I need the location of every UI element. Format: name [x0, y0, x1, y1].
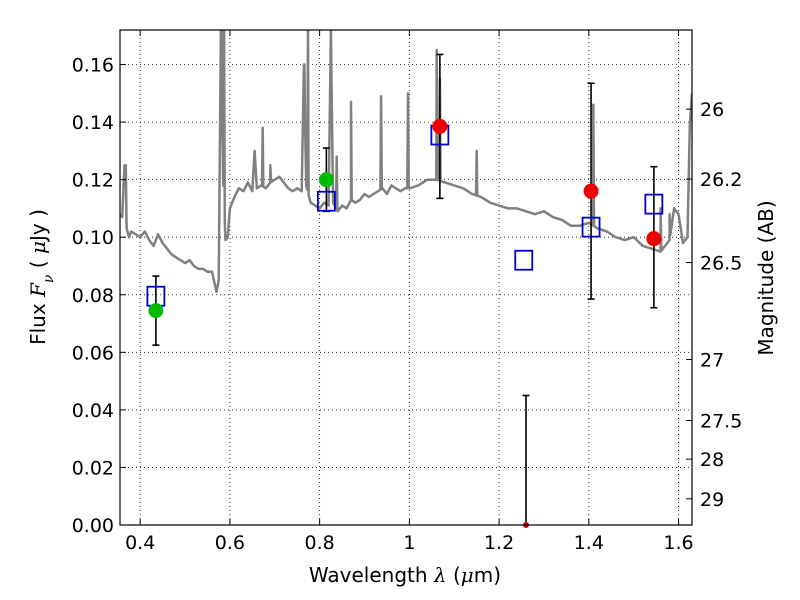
model-point-square	[581, 216, 601, 238]
right-tick-label: 26.5	[700, 253, 742, 275]
model-points-layer	[146, 124, 664, 307]
model-point-square	[514, 249, 534, 271]
right-tick-label: 29	[700, 489, 724, 511]
y-tick-label: 0.00	[72, 515, 114, 537]
observed-point	[318, 172, 334, 188]
y-axis-label: Flux Fν ( μJy )	[26, 209, 57, 345]
x-tick-label: 0.8	[305, 532, 335, 554]
y-tick-label: 0.14	[72, 112, 114, 134]
x-tick-label: 1.2	[484, 532, 514, 554]
right-tick-label: 26.2	[700, 169, 742, 191]
y-tick-label: 0.12	[72, 170, 114, 192]
x-tick-label: 0.4	[125, 532, 155, 554]
y-tick-label: 0.08	[72, 285, 114, 307]
y-tick-label: 0.04	[72, 400, 114, 422]
observed-point	[583, 183, 599, 199]
observed-point	[646, 231, 662, 247]
model-point-square	[316, 190, 336, 212]
y-tick-label: 0.02	[72, 457, 114, 479]
x-tick-label: 1.4	[574, 532, 604, 554]
y-tick-label: 0.16	[72, 55, 114, 77]
right-tick-label: 28	[700, 449, 724, 471]
y-tick-label: 0.10	[72, 227, 114, 249]
right-tick-label: 27.5	[700, 411, 742, 433]
x-tick-label: 1	[403, 532, 415, 554]
right-tick-label: 26	[700, 99, 724, 121]
observed-point	[432, 118, 448, 134]
observed-points-layer	[148, 118, 662, 528]
x-tick-label: 0.6	[215, 532, 245, 554]
template-sed-line	[120, 30, 692, 294]
right-axis-label: Magnitude (AB)	[754, 200, 778, 355]
right-tick-label: 27	[700, 350, 724, 372]
x-axis-label: Wavelength λ (μm)	[309, 563, 501, 587]
x-tick-label: 1.6	[663, 532, 693, 554]
plot-frame	[119, 29, 693, 526]
model-point-square	[644, 193, 664, 215]
template-sed-layer	[120, 30, 692, 294]
observed-point	[148, 303, 164, 319]
y-tick-label: 0.06	[72, 342, 114, 364]
axis-ticks: 0.4 0.6 0.8 1 1.2 1.4 1.6 0.00 0.02 0.04 0.06 0.08 0…	[72, 30, 742, 554]
